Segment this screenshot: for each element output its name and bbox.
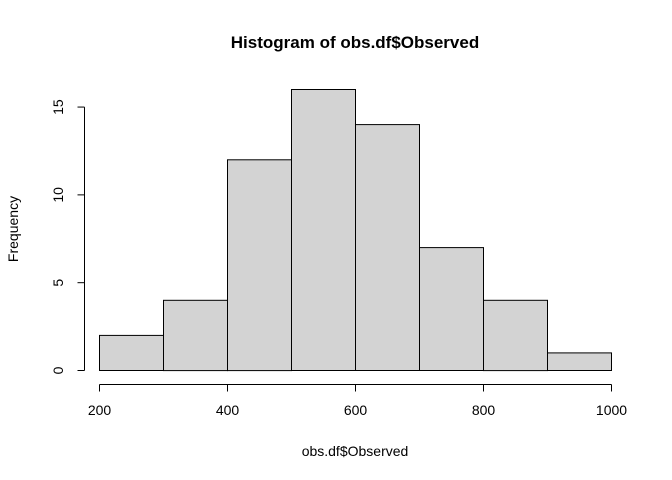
y-tick-label: 10 xyxy=(50,187,66,203)
histogram-bar xyxy=(227,159,292,372)
x-axis-label: obs.df$Observed xyxy=(302,443,409,459)
y-tick-label: 0 xyxy=(50,366,66,374)
bars-group xyxy=(99,89,612,372)
x-tick-label: 800 xyxy=(472,402,496,418)
histogram-bar xyxy=(547,352,612,371)
x-axis: 200 400 600 800 1000 xyxy=(88,384,627,418)
histogram-bar xyxy=(483,299,548,372)
histogram-bar xyxy=(163,299,228,372)
y-tick-label: 5 xyxy=(50,279,66,287)
x-tick-label: 1000 xyxy=(596,402,627,418)
x-tick-label: 600 xyxy=(344,402,368,418)
histogram-bar xyxy=(419,247,484,372)
chart-title: Histogram of obs.df$Observed xyxy=(231,33,479,52)
y-axis-label: Frequency xyxy=(5,196,21,262)
y-axis: 0 5 10 15 xyxy=(50,99,85,374)
histogram-bar xyxy=(99,334,164,371)
x-tick-label: 400 xyxy=(216,402,240,418)
histogram-bar xyxy=(355,124,420,371)
y-tick-label: 15 xyxy=(50,99,66,115)
histogram-bar xyxy=(291,89,356,371)
x-tick-label: 200 xyxy=(88,402,112,418)
